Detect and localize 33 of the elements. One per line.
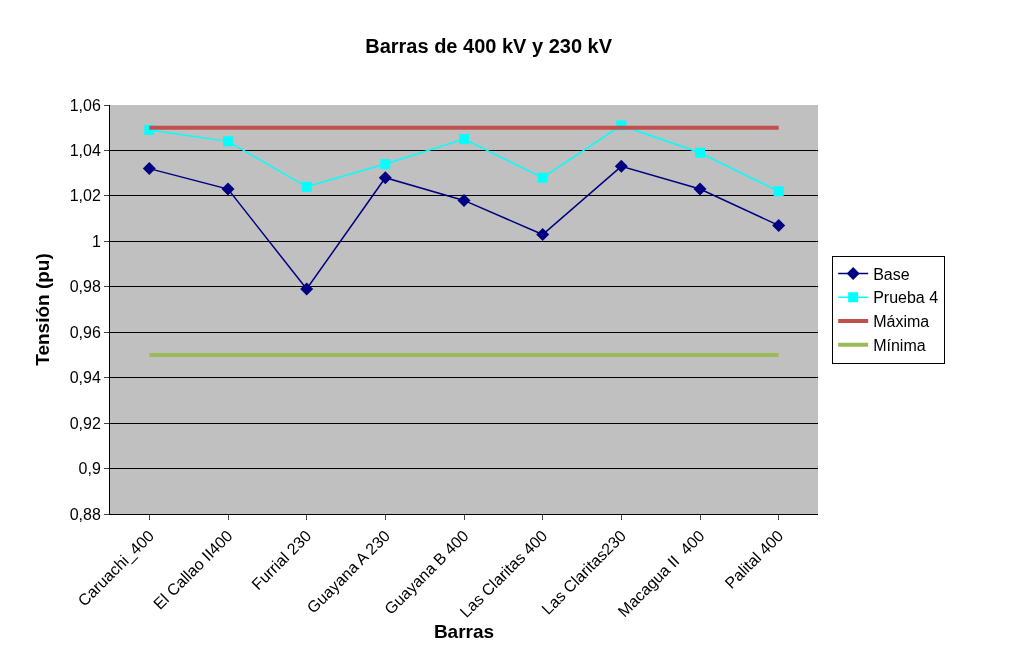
- point: [693, 182, 707, 196]
- point: [695, 147, 705, 158]
- y-tick-label: 1,02: [69, 187, 101, 205]
- y-tick-label: 1: [91, 232, 101, 250]
- point: [301, 181, 312, 192]
- point: [459, 134, 469, 145]
- point: [221, 182, 235, 196]
- y-tick-label: 0,92: [69, 414, 101, 432]
- point: [378, 171, 392, 185]
- y-tick-label: 0,9: [78, 460, 101, 478]
- x-axis-title: Barras: [433, 620, 495, 642]
- legend-label: Prueba 4: [873, 289, 939, 307]
- y-tick-label: 1,06: [69, 96, 101, 114]
- point: [457, 193, 471, 207]
- y-tick-label: 0,88: [69, 505, 101, 523]
- point: [300, 282, 314, 296]
- point: [773, 186, 784, 197]
- legend-label: Base: [873, 265, 910, 283]
- y-tick-label: 0,96: [69, 323, 101, 341]
- point: [537, 172, 548, 183]
- y-tick-label: 1,04: [69, 142, 101, 160]
- y-axis-title: Tensión (pu): [31, 253, 53, 366]
- point: [772, 218, 786, 232]
- legend-label: Máxima: [873, 313, 930, 331]
- y-tick-label: 0,98: [69, 278, 101, 296]
- point: [223, 136, 233, 147]
- point: [142, 162, 156, 176]
- chart-title: Barras de 400 kV y 230 kV: [365, 34, 613, 57]
- point: [380, 159, 391, 170]
- point: [536, 228, 550, 242]
- point: [614, 159, 628, 173]
- legend-label: Mínima: [873, 337, 926, 355]
- y-tick-label: 0,94: [69, 369, 101, 387]
